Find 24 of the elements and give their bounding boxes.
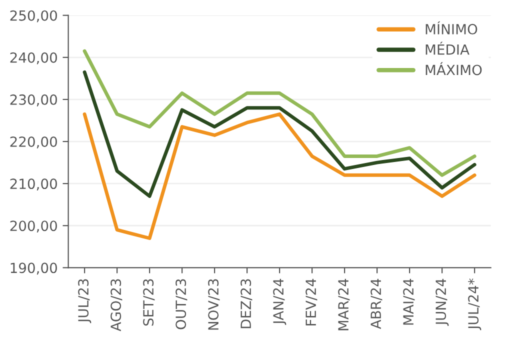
x-tick-label: MAI/24 — [403, 278, 415, 325]
x-tick-label: JUL/24* — [468, 278, 482, 330]
x-tick-label: ABR/24 — [370, 278, 382, 330]
legend-label: MÁXIMO — [426, 62, 482, 76]
y-tick-label: 240,00 — [10, 52, 57, 64]
x-tick-label: NOV/23 — [208, 279, 220, 330]
y-tick-label: 190,00 — [10, 262, 57, 275]
x-tick-label: FEV/24 — [306, 278, 318, 326]
x-tick-label: JUN/24 — [436, 278, 449, 326]
legend-label: MÍNIMO — [426, 21, 478, 34]
x-tick-label: DEZ/23 — [240, 279, 252, 328]
x-tick-label: SET/23 — [143, 279, 155, 326]
x-tick-label: JUL/23 — [78, 279, 92, 324]
y-tick-label: 210,00 — [10, 178, 57, 190]
x-tick-label: MAR/24 — [338, 278, 350, 330]
y-tick-label: 200,00 — [10, 220, 57, 233]
line-series — [82, 112, 476, 240]
legend-label: MÉDIA — [426, 42, 470, 55]
x-tick-label: OUT/23 — [176, 279, 188, 330]
x-tick-label: JAN/24 — [273, 278, 286, 325]
y-tick-label: 230,00 — [10, 94, 57, 106]
x-tick-label: AGO/23 — [110, 279, 122, 332]
y-tick-label: 250,00 — [10, 10, 57, 22]
y-tick-label: 220,00 — [10, 136, 57, 148]
